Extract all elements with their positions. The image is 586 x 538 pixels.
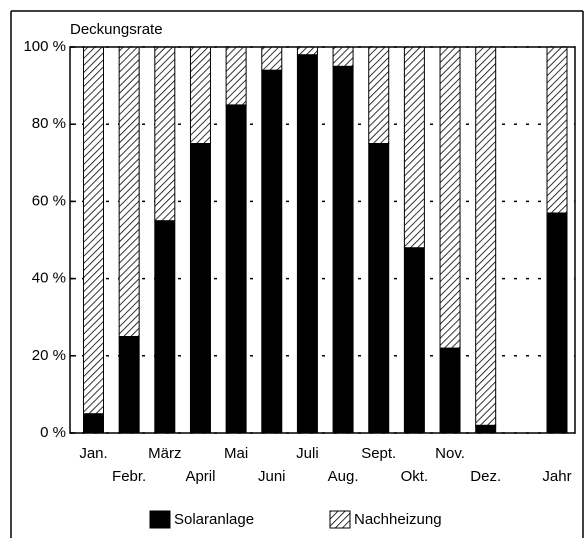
legend-label: Solaranlage — [174, 511, 254, 528]
x-tick-label: Okt. — [401, 468, 429, 485]
plot-frame — [69, 46, 576, 434]
x-tick-label: Nov. — [435, 445, 465, 462]
bar-segment — [475, 46, 497, 426]
y-tick-label: 40 % — [32, 270, 66, 287]
bar-segment — [332, 46, 354, 67]
bar-segment — [368, 46, 390, 144]
bar-segment — [154, 220, 176, 434]
x-tick-label: Sept. — [361, 445, 396, 462]
bar-segment — [475, 424, 497, 434]
bar-segment — [296, 46, 318, 56]
bar-segment — [225, 104, 247, 434]
x-tick-label: Aug. — [328, 468, 359, 485]
x-tick-label: Mai — [224, 445, 248, 462]
bar-segment — [154, 46, 176, 222]
bar-segment — [261, 46, 283, 71]
x-tick-label: Juni — [258, 468, 286, 485]
y-tick-label: 80 % — [32, 115, 66, 132]
y-tick-label: 20 % — [32, 347, 66, 364]
bar-segment — [83, 413, 104, 434]
bar-segment — [403, 247, 425, 434]
legend-swatch — [149, 510, 171, 529]
bar-segment — [546, 46, 568, 214]
x-tick-label: Jan. — [79, 445, 107, 462]
y-tick-label: 0 % — [40, 424, 66, 441]
bar-segment — [546, 212, 568, 434]
bar-segment — [83, 46, 104, 415]
y-tick-label: 60 % — [32, 192, 66, 209]
bar-segment — [332, 65, 354, 434]
x-tick-label: Febr. — [112, 468, 146, 485]
bar-segment — [439, 46, 461, 349]
bar-segment — [118, 336, 140, 434]
y-tick-label: 100 % — [23, 38, 66, 55]
bar-segment — [189, 143, 211, 434]
legend-swatch — [329, 510, 351, 529]
x-tick-label: April — [185, 468, 215, 485]
bar-segment — [225, 46, 247, 106]
bar-segment — [368, 143, 390, 434]
x-tick-label: Dez. — [470, 468, 501, 485]
x-tick-label: Juli — [296, 445, 319, 462]
y-axis-label: Deckungsrate — [70, 21, 163, 38]
x-tick-label: März — [148, 445, 181, 462]
bar-segment — [261, 69, 283, 434]
bar-segment — [296, 54, 318, 434]
bar-segment — [118, 46, 140, 337]
legend-label: Nachheizung — [354, 511, 442, 528]
bar-segment — [403, 46, 425, 249]
bar-segment — [439, 347, 461, 434]
x-tick-label: Jahr — [542, 468, 571, 485]
bar-segment — [189, 46, 211, 144]
